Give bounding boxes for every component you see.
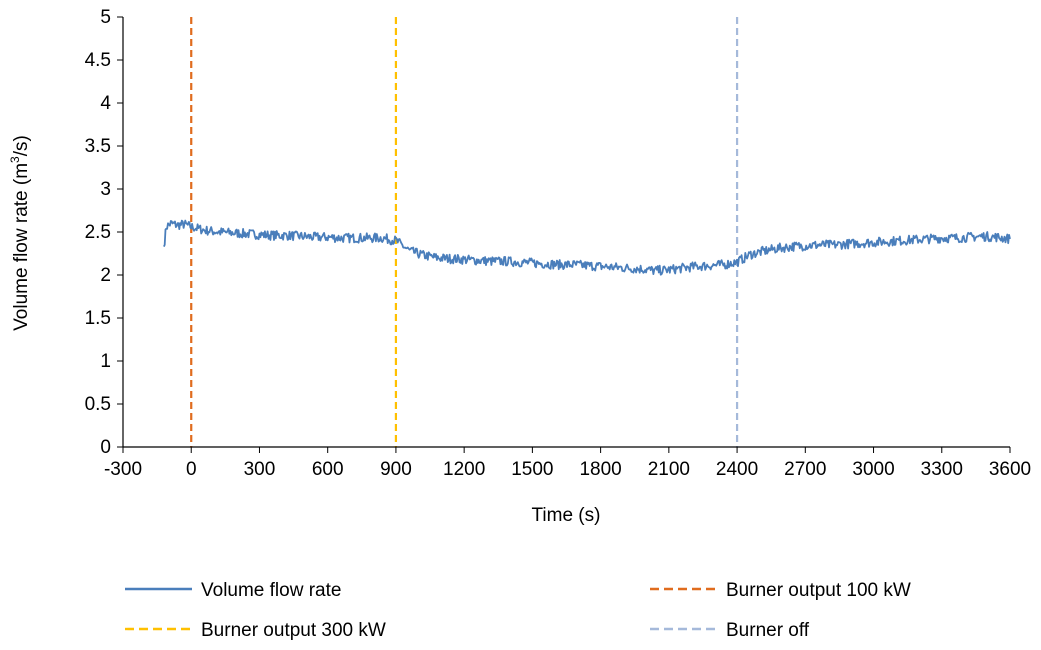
y-tick-label: 5 bbox=[100, 7, 111, 28]
y-tick-label: 3 bbox=[100, 179, 111, 200]
x-tick-label: 3300 bbox=[921, 459, 963, 480]
x-tick-label: 2700 bbox=[784, 459, 826, 480]
x-axis-label: Time (s) bbox=[532, 505, 601, 526]
x-tick-label: 2100 bbox=[648, 459, 690, 480]
x-tick-label: 600 bbox=[312, 459, 344, 480]
y-tick-label: 2 bbox=[100, 265, 111, 286]
x-tick-label: 3000 bbox=[852, 459, 894, 480]
x-tick-label: 300 bbox=[244, 459, 276, 480]
x-tick-label: -300 bbox=[104, 459, 142, 480]
x-tick-label: 3600 bbox=[989, 459, 1031, 480]
legend-label: Burner output 100 kW bbox=[726, 580, 911, 601]
series-group bbox=[163, 219, 1011, 276]
y-tick-label: 0 bbox=[100, 437, 111, 458]
y-axis-label: Volume flow rate (m3/s) bbox=[8, 135, 32, 331]
y-axis-label-end: /s) bbox=[11, 135, 32, 156]
x-tick-label: 1500 bbox=[511, 459, 553, 480]
y-tick-label: 4.5 bbox=[85, 50, 111, 71]
x-tick-label: 1200 bbox=[443, 459, 485, 480]
y-tick-label: 3.5 bbox=[85, 136, 111, 157]
y-tick-label: 4 bbox=[100, 93, 111, 114]
x-tick-label: 900 bbox=[380, 459, 412, 480]
x-tick-label: 2400 bbox=[716, 459, 758, 480]
y-tick-label: 0.5 bbox=[85, 394, 111, 415]
y-tick-label: 2.5 bbox=[85, 222, 111, 243]
legend-label: Burner off bbox=[726, 620, 810, 641]
axes bbox=[117, 16, 1011, 453]
y-tick-label: 1.5 bbox=[85, 308, 111, 329]
series-line-volume-flow-rate bbox=[163, 219, 1011, 276]
legend-label: Burner output 300 kW bbox=[201, 620, 386, 641]
x-tick-label: 1800 bbox=[579, 459, 621, 480]
y-tick-label: 1 bbox=[100, 351, 111, 372]
x-tick-label: 0 bbox=[186, 459, 197, 480]
event-markers bbox=[190, 17, 739, 447]
legend-label: Volume flow rate bbox=[201, 580, 341, 601]
y-tick-labels: 0 0.5 1 1.5 2 2.5 3 3.5 4 4.5 5 bbox=[85, 7, 112, 458]
legend: Volume flow rate Burner output 100 kW Burn… bbox=[125, 580, 911, 641]
y-axis-label-superscript: 3 bbox=[8, 156, 22, 163]
x-tick-labels: -300 0 300 600 900 1200 1500 1800 2100 2400 2700 30… bbox=[104, 459, 1031, 480]
